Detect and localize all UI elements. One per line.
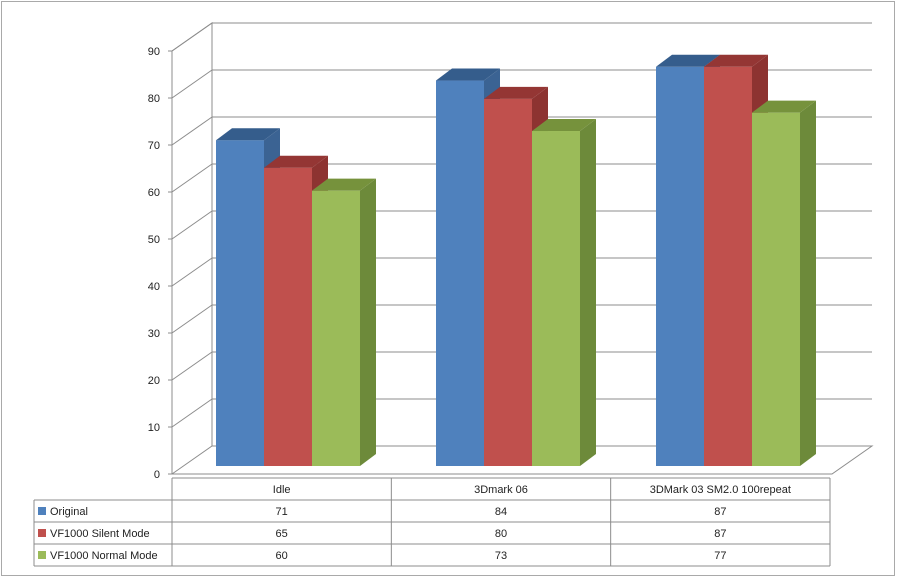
bars xyxy=(216,54,816,467)
data-value: 87 xyxy=(714,506,726,518)
data-value: 87 xyxy=(714,528,726,540)
bar-top xyxy=(312,178,376,191)
gridline-side xyxy=(171,398,213,428)
bar-top xyxy=(216,128,280,141)
bar-side xyxy=(800,100,816,467)
bar-front xyxy=(436,80,484,467)
gridline-side xyxy=(171,116,213,146)
gridline-side xyxy=(171,304,213,334)
legend-key xyxy=(38,529,46,537)
legend-key xyxy=(38,507,46,515)
series-name: VF1000 Silent Mode xyxy=(50,528,150,540)
bar-top xyxy=(532,119,596,132)
y-tick-label: 70 xyxy=(148,140,160,152)
y-tick-label: 50 xyxy=(148,234,160,246)
gridline-side xyxy=(171,210,213,240)
y-tick-label: 40 xyxy=(148,281,160,293)
bar-front xyxy=(312,190,360,466)
data-value: 80 xyxy=(495,528,507,540)
bar-front xyxy=(752,112,800,467)
data-table: Idle 3Dmark 06 3DMark 03 SM2.0 100repeat Or… xyxy=(33,477,831,567)
bar-top xyxy=(704,54,768,67)
y-tick-label: 20 xyxy=(148,375,160,387)
bar-front xyxy=(704,66,752,467)
series-name: VF1000 Normal Mode xyxy=(50,550,158,562)
gridline-side xyxy=(171,351,213,381)
y-tick-label: 0 xyxy=(154,469,160,481)
series-name: Original xyxy=(50,506,88,518)
data-value: 77 xyxy=(714,550,726,562)
y-tick-label: 30 xyxy=(148,328,160,340)
bar-front xyxy=(264,167,312,466)
data-value: 60 xyxy=(276,550,288,562)
y-tick-label: 10 xyxy=(148,422,160,434)
bar-top xyxy=(484,86,548,99)
bar-front xyxy=(656,66,704,467)
category-label: Idle xyxy=(273,484,291,496)
y-tick-label: 80 xyxy=(148,93,160,105)
bar-front xyxy=(216,140,264,466)
bar-side xyxy=(580,119,596,466)
side-wall xyxy=(171,22,213,474)
data-value: 65 xyxy=(276,528,288,540)
y-axis-ticks: 0 10 20 30 40 50 60 70 80 90 xyxy=(148,46,172,481)
gridline-side xyxy=(171,163,213,193)
gridline-side xyxy=(171,257,213,287)
data-value: 73 xyxy=(495,550,507,562)
category-label: 3DMark 03 SM2.0 100repeat xyxy=(650,484,791,496)
bar-side xyxy=(360,178,376,466)
y-tick-label: 90 xyxy=(148,46,160,58)
floor xyxy=(170,445,874,475)
data-value: 84 xyxy=(495,506,507,518)
gridline-side xyxy=(171,69,213,99)
category-label: 3Dmark 06 xyxy=(474,484,528,496)
legend-key xyxy=(38,551,46,559)
data-value: 71 xyxy=(276,506,288,518)
gridline-side xyxy=(171,22,213,52)
y-tick-label: 60 xyxy=(148,187,160,199)
bar-top xyxy=(752,100,816,113)
bar-front xyxy=(484,98,532,466)
bar-top xyxy=(264,155,328,168)
bar-top xyxy=(656,54,720,67)
bar-top xyxy=(436,68,500,81)
bar-front xyxy=(532,131,580,466)
